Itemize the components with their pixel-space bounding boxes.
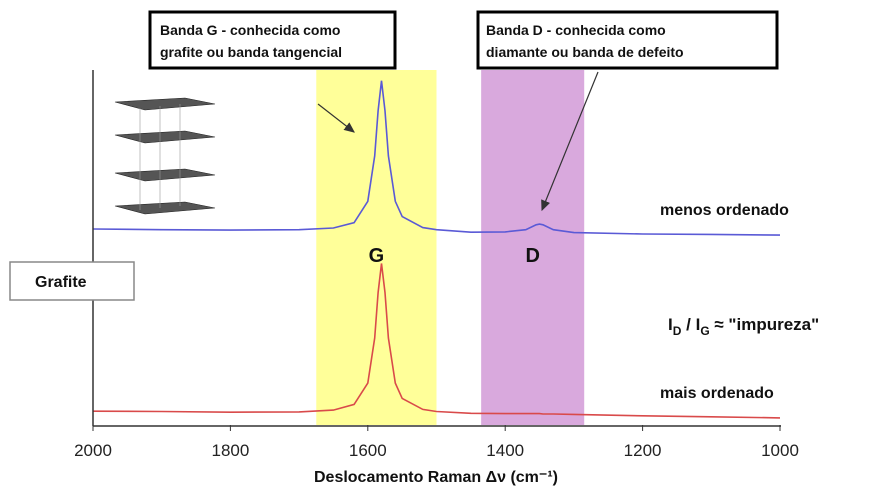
x-tick-label: 1000	[761, 441, 799, 460]
ratio-part: I	[668, 315, 673, 334]
note-box	[476, 10, 779, 70]
note-text: grafite ou banda tangencial	[160, 44, 342, 60]
x-tick-label: 1600	[349, 441, 387, 460]
note-text: Banda G - conhecida como	[160, 22, 340, 38]
band-label: D	[525, 245, 539, 267]
x-axis-title: Deslocamento Raman Δν (cm⁻¹)	[314, 469, 558, 486]
ratio-label: ID / IG ≈ "impureza"	[668, 315, 819, 338]
series-label: mais ordenado	[660, 385, 774, 402]
arrow	[317, 103, 355, 133]
note-box	[148, 10, 397, 70]
x-tick-label: 2000	[74, 441, 112, 460]
band	[481, 70, 585, 425]
arrow	[541, 71, 599, 212]
note-text: Banda D - conhecida como	[486, 22, 666, 38]
ratio-sub: G	[700, 324, 709, 338]
sample-label: Grafite	[35, 274, 87, 291]
band-label: G	[369, 245, 385, 267]
note-text: diamante ou banda de defeito	[486, 44, 684, 60]
series-line	[92, 263, 781, 419]
ratio-sub: D	[673, 324, 682, 338]
sample-box	[9, 261, 135, 301]
ratio-part: ≈ "impureza"	[710, 315, 820, 334]
ratio-part: / I	[681, 315, 700, 334]
graphite-icon	[114, 97, 216, 215]
series-line	[92, 80, 781, 236]
x-tick-label: 1400	[486, 441, 524, 460]
series-label: menos ordenado	[660, 202, 789, 219]
x-tick-label: 1200	[624, 441, 662, 460]
plot	[92, 80, 781, 419]
bands	[316, 70, 585, 425]
x-tick-label: 1800	[211, 441, 249, 460]
